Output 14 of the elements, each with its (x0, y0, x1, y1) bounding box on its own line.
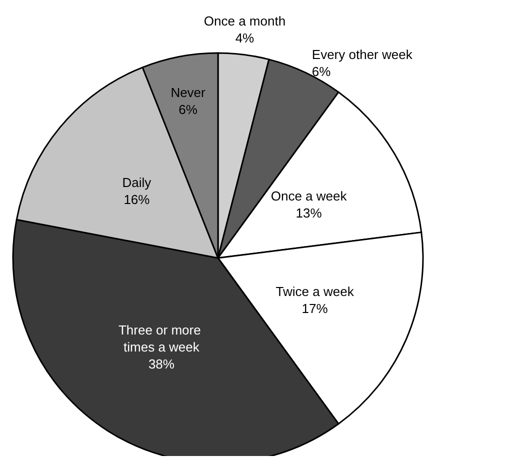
slice-label: Three or more times a week (118, 322, 204, 355)
data-label: 4% (235, 30, 255, 46)
data-label: 16% (124, 192, 150, 207)
data-label: 6% (312, 64, 332, 79)
slice-label: Never (170, 84, 206, 100)
slice-label: Daily (122, 174, 152, 190)
data-label: 6% (178, 102, 198, 117)
data-label: 13% (296, 205, 322, 220)
slice-label: Every other week (312, 46, 413, 62)
data-label: 38% (148, 356, 175, 372)
data-label: 17% (302, 300, 328, 316)
slice-label: Once a month (204, 13, 286, 28)
slice-label: Twice a week (276, 284, 354, 299)
slice-label: Once a week (270, 188, 348, 204)
